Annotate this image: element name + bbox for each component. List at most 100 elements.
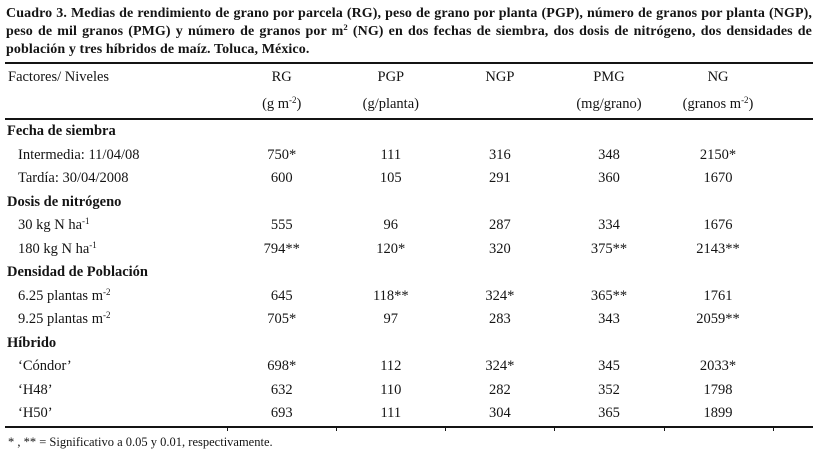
spacer-cell <box>773 63 813 91</box>
section-title: Dosis de nitrógeno <box>7 193 122 210</box>
spacer-cell <box>772 91 813 120</box>
row-label: ‘Cóndor’ <box>18 358 72 375</box>
header-row-names: Factores/ Niveles RG PGP NGP PMG NG <box>5 63 813 91</box>
row-label: 180 kg N ha-1 <box>18 239 97 257</box>
section-row-dosis: Dosis de nitrógeno <box>5 191 813 215</box>
value-cell: 343 <box>598 311 620 328</box>
section-row-hibrido: Híbrido <box>5 332 813 356</box>
row-label: 6.25 plantas m-2 <box>18 286 111 304</box>
value-cell: 105 <box>379 170 402 187</box>
spacer-cell <box>773 214 813 238</box>
table-footnote: * , ** = Significativo a 0.05 y 0.01, re… <box>8 434 273 449</box>
spacer-cell <box>773 144 813 168</box>
value-cell: 2143** <box>696 240 740 257</box>
header-row-units: (g m-2) (g/planta) (mg/grano) (granos m-… <box>5 91 813 120</box>
row-label: 9.25 plantas m-2 <box>18 310 111 328</box>
value-cell: 1676 <box>703 217 733 234</box>
value-cell: 794** <box>263 240 300 257</box>
value-cell: 287 <box>489 217 511 234</box>
table-row: ‘H48’ 632 110 282 352 1798 <box>5 379 813 403</box>
spacer-cell <box>773 308 813 332</box>
table-row: 180 kg N ha-1 794** 120* 320 375** 2143*… <box>5 238 813 262</box>
table-row: 9.25 plantas m-2 705* 97 283 343 2059** <box>5 308 813 332</box>
column-header-ng: NG <box>707 69 729 85</box>
value-cell: 2150* <box>699 146 737 163</box>
section-title: Híbrido <box>7 334 57 351</box>
value-cell: 316 <box>489 146 511 163</box>
table-row: Intermedia: 11/04/08 750* 111 316 348 21… <box>5 144 813 168</box>
row-label: ‘H50’ <box>5 402 228 428</box>
results-table: Factores/ Niveles RG PGP NGP PMG NG (g m… <box>5 62 813 428</box>
column-header-ngp: NGP <box>485 69 515 85</box>
value-cell: 555 <box>270 217 293 234</box>
value-cell: 365 <box>554 402 664 428</box>
section-row-densidad: Densidad de Población <box>5 261 813 285</box>
value-cell: 345 <box>598 358 620 375</box>
value-cell: 320 <box>489 240 511 257</box>
table-row: Tardía: 30/04/2008 600 105 291 360 1670 <box>5 167 813 191</box>
value-cell: 2033* <box>699 358 737 375</box>
value-cell: 348 <box>598 146 620 163</box>
column-header-pgp: PGP <box>377 69 405 85</box>
section-title: Fecha de siembra <box>7 123 116 140</box>
spacer-cell <box>773 285 813 309</box>
value-cell: 120* <box>376 240 406 257</box>
table-row: ‘H50’ 693 111 304 365 1899 <box>5 402 813 428</box>
value-cell: 698* <box>267 358 297 375</box>
column-unit-ngp <box>445 91 555 120</box>
value-cell: 705* <box>267 311 297 328</box>
value-cell: 750* <box>267 146 297 163</box>
value-cell: 110 <box>380 381 402 398</box>
value-cell: 324* <box>485 358 515 375</box>
value-cell: 111 <box>336 402 446 428</box>
spacer-cell <box>773 379 813 403</box>
column-unit-pmg: (mg/grano) <box>554 91 664 120</box>
value-cell: 118** <box>372 287 409 304</box>
value-cell: 111 <box>380 146 402 163</box>
spacer-cell <box>773 167 813 191</box>
value-cell: 1899 <box>663 402 773 428</box>
row-label: 30 kg N ha-1 <box>18 216 90 234</box>
value-cell: 291 <box>489 170 511 187</box>
table-row: ‘Cóndor’ 698* 112 324* 345 2033* <box>5 355 813 379</box>
value-cell: 304 <box>445 402 555 428</box>
table-caption: Cuadro 3. Medias de rendimiento de grano… <box>6 6 812 57</box>
section-row-fecha: Fecha de siembra <box>5 119 813 144</box>
value-cell: 283 <box>489 311 511 328</box>
value-cell: 324* <box>485 287 515 304</box>
value-cell: 375** <box>590 240 628 257</box>
value-cell: 1670 <box>703 170 733 187</box>
value-cell: 97 <box>383 311 399 328</box>
table-body: Fecha de siembra Intermedia: 11/04/08 75… <box>5 119 813 428</box>
value-cell: 365** <box>590 287 628 304</box>
row-label: Tardía: 30/04/2008 <box>18 170 129 187</box>
table-row: 6.25 plantas m-2 645 118** 324* 365** 17… <box>5 285 813 309</box>
row-label: Intermedia: 11/04/08 <box>18 146 140 163</box>
value-cell: 1761 <box>703 287 733 304</box>
value-cell: 693 <box>227 402 337 428</box>
spacer-cell <box>772 402 813 428</box>
column-header-pmg: PMG <box>593 69 625 85</box>
column-header-factors: Factores/ Niveles <box>8 69 110 85</box>
value-cell: 96 <box>383 217 399 234</box>
table-row: 30 kg N ha-1 555 96 287 334 1676 <box>5 214 813 238</box>
section-title: Densidad de Población <box>7 264 148 281</box>
spacer-cell <box>773 238 813 262</box>
value-cell: 632 <box>270 381 293 398</box>
value-cell: 360 <box>598 170 620 187</box>
column-unit-ng: (granos m-2) <box>663 91 773 120</box>
spacer-cell <box>773 355 813 379</box>
value-cell: 352 <box>598 381 620 398</box>
value-cell: 600 <box>270 170 293 187</box>
table-header: Factores/ Niveles RG PGP NGP PMG NG (g m… <box>5 63 813 120</box>
column-tick-marks <box>5 427 813 432</box>
value-cell: 112 <box>380 358 402 375</box>
value-cell: 334 <box>598 217 620 234</box>
value-cell: 1798 <box>703 381 733 398</box>
row-label: ‘H48’ <box>18 381 53 398</box>
column-unit-pgp: (g/planta) <box>336 91 446 120</box>
value-cell: 2059** <box>696 311 740 328</box>
column-header-rg: RG <box>271 69 292 85</box>
spacer-cell <box>5 91 228 120</box>
